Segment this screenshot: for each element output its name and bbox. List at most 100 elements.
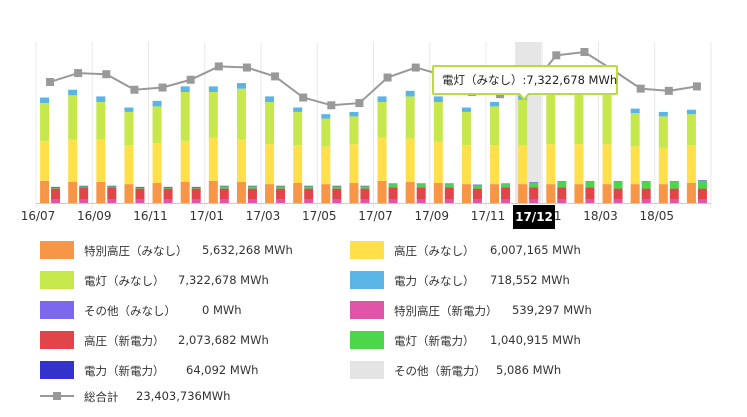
bar-segment	[529, 199, 539, 203]
bar-segment	[219, 199, 229, 203]
x-tick-label: 18/05	[639, 209, 674, 223]
bar-segment	[461, 107, 471, 112]
bar-segment	[219, 186, 229, 189]
bar-segment	[321, 184, 331, 203]
bar-segment	[388, 184, 398, 188]
bar-segment	[68, 181, 78, 203]
bar-segment	[163, 186, 173, 188]
x-tick-label: 17/05	[302, 209, 337, 223]
legend-item[interactable]: その他（みなし） 0 MWh	[40, 300, 320, 320]
bar-segment	[377, 137, 387, 181]
bar-segment	[332, 185, 342, 187]
legend-item[interactable]: 特別高圧（みなし） 5,632,268 MWh	[40, 240, 320, 260]
bar-segment	[124, 111, 134, 146]
bar-segment	[490, 184, 500, 203]
legend-item[interactable]: 電灯（新電力） 1,040,915 MWh	[350, 330, 630, 350]
legend-item-total[interactable]: 総合計 23,403,736MWh	[40, 386, 320, 406]
bar-segment	[40, 97, 50, 104]
legend-item[interactable]: その他（新電力） 5,086 MWh	[350, 360, 630, 380]
bar-segment	[669, 199, 679, 203]
total-point	[299, 93, 308, 102]
bar-segment	[472, 199, 482, 203]
bar-segment	[180, 86, 190, 92]
bar-segment	[416, 187, 426, 200]
legend-value: 6,007,165 MWh	[490, 243, 581, 257]
bar-segment	[247, 188, 257, 200]
bar-segment	[405, 181, 415, 203]
x-tick-label: 17/03	[246, 209, 281, 223]
bar-segment	[236, 139, 246, 182]
legend-swatch	[40, 331, 74, 349]
bar-segment	[265, 144, 275, 185]
bar-segment	[68, 139, 78, 182]
bar-segment	[247, 185, 257, 187]
bar-segment	[265, 96, 275, 102]
bar-segment	[79, 199, 89, 203]
bar-segment	[501, 199, 511, 203]
bar-segment	[135, 186, 145, 188]
bar-segment	[107, 187, 117, 200]
bar-segment	[135, 187, 145, 189]
legend-value: 5,632,268 MWh	[202, 243, 293, 257]
bar-segment	[658, 147, 668, 185]
bar-segment	[124, 184, 134, 203]
bar-segment	[219, 188, 229, 200]
bar-segment	[630, 108, 640, 114]
bar-segment	[658, 184, 668, 203]
bar-segment	[79, 187, 89, 200]
bar-segment	[377, 180, 387, 203]
bar-segment	[293, 107, 303, 112]
bar-segment	[697, 199, 707, 203]
bar-segment	[529, 182, 539, 184]
bar-segment	[247, 186, 257, 189]
total-point	[214, 62, 223, 71]
bar-segment	[51, 187, 61, 189]
bar-segment	[444, 183, 454, 185]
legend-swatch	[350, 361, 384, 379]
legend-label: 高圧（みなし）	[394, 244, 475, 258]
legend-item[interactable]: 電灯（みなし） 7,322,678 MWh	[40, 270, 320, 290]
total-point	[130, 85, 139, 94]
bar-segment	[152, 100, 162, 107]
bar-segment	[107, 199, 117, 203]
bar-segment	[152, 183, 162, 203]
bar-segment	[180, 140, 190, 182]
legend-value: 7,322,678 MWh	[178, 273, 269, 287]
bar-segment	[574, 88, 584, 145]
legend-item[interactable]: 高圧（みなし） 6,007,165 MWh	[350, 240, 630, 260]
total-point	[271, 72, 280, 81]
legend-item[interactable]: 電力（みなし） 718,552 MWh	[350, 270, 630, 290]
bar-segment	[135, 188, 145, 200]
bar-segment	[332, 199, 342, 203]
total-point	[664, 86, 673, 95]
bar-segment	[490, 101, 500, 107]
total-line	[49, 50, 698, 107]
bar-segment	[602, 144, 612, 185]
bar-segment	[332, 186, 342, 189]
legend-value: 23,403,736MWh	[136, 389, 231, 403]
bar-segment	[574, 184, 584, 203]
legend-item[interactable]: 電力（新電力） 64,092 MWh	[40, 360, 320, 380]
total-point	[158, 83, 167, 92]
total-point	[102, 70, 111, 79]
bar-segment	[501, 183, 511, 185]
x-tick-label: 17/11	[471, 209, 506, 223]
bar-segment	[529, 187, 539, 200]
legend-item[interactable]: 高圧（新電力） 2,073,682 MWh	[40, 330, 320, 350]
bar-segment	[518, 99, 528, 146]
bar-segment	[40, 103, 50, 141]
bar-segment	[377, 101, 387, 138]
bar-segment	[574, 144, 584, 185]
bar-segment	[461, 111, 471, 146]
legend-value: 2,073,682 MWh	[178, 333, 269, 347]
bar-segment	[180, 91, 190, 141]
legend-value: 5,086 MWh	[496, 363, 562, 377]
bar-segment	[321, 146, 331, 185]
bar-segment	[79, 185, 89, 187]
legend-item[interactable]: 特別高圧（新電力） 539,297 MWh	[350, 300, 630, 320]
x-tick-label: 16/11	[133, 209, 168, 223]
bar-segment	[630, 184, 640, 203]
chart-tooltip: 電灯（みなし）:7,322,678 MWh	[432, 65, 618, 95]
bar-segment	[490, 106, 500, 146]
bar-segment	[304, 188, 314, 200]
